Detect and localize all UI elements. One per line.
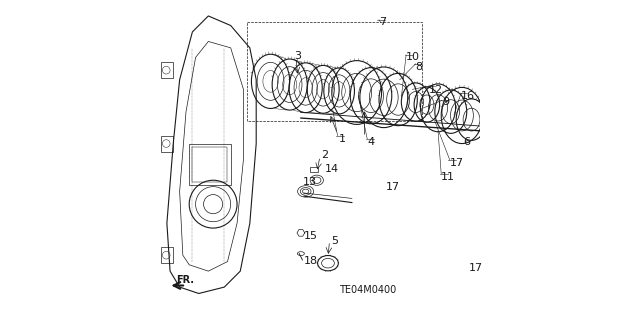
Text: 5: 5 — [331, 236, 338, 246]
Text: 6: 6 — [463, 137, 470, 147]
Text: 17: 17 — [385, 182, 399, 192]
Text: TE04M0400: TE04M0400 — [339, 285, 396, 295]
Text: 1: 1 — [339, 134, 346, 144]
Text: 7: 7 — [379, 17, 386, 27]
Text: 11: 11 — [441, 172, 455, 182]
Text: 15: 15 — [303, 231, 317, 241]
Text: FR.: FR. — [176, 275, 194, 285]
Bar — [161, 247, 173, 263]
Text: 12: 12 — [428, 85, 443, 95]
Bar — [193, 147, 227, 182]
Text: 17: 17 — [468, 263, 483, 273]
Text: 16: 16 — [461, 91, 475, 101]
Text: 14: 14 — [324, 164, 339, 174]
Text: 9: 9 — [442, 97, 449, 107]
Text: 8: 8 — [416, 62, 423, 72]
Bar — [189, 144, 230, 185]
Text: 10: 10 — [406, 52, 420, 63]
Bar — [161, 62, 173, 78]
Text: 2: 2 — [321, 150, 329, 160]
Text: 17: 17 — [450, 158, 464, 168]
Text: 3: 3 — [294, 51, 301, 61]
Text: 4: 4 — [367, 137, 374, 147]
Text: 18: 18 — [303, 256, 317, 266]
Text: 13: 13 — [303, 177, 317, 188]
Bar — [161, 136, 173, 152]
